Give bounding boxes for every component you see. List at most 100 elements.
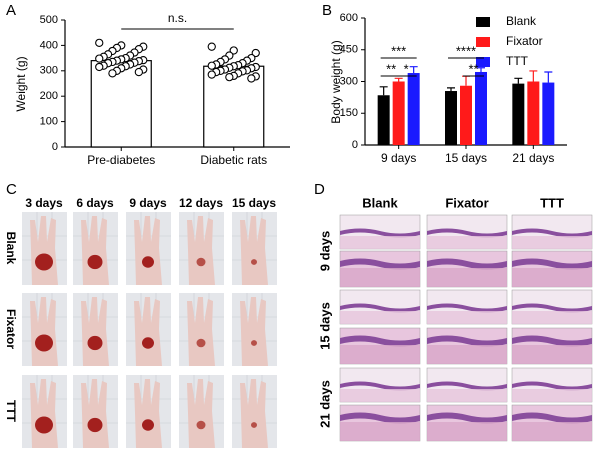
- epidermis: [340, 381, 420, 391]
- dermis: [427, 422, 507, 441]
- wound-photo: [179, 212, 224, 285]
- bar: [475, 71, 487, 145]
- dermis: [512, 268, 592, 287]
- epidermis: [340, 258, 420, 270]
- column-label: 9 days: [129, 196, 167, 210]
- histology-image: [426, 214, 508, 250]
- wound: [35, 334, 53, 352]
- paw: [30, 297, 58, 366]
- data-point: [247, 74, 256, 83]
- legend-swatch: [476, 17, 490, 27]
- annotation: n.s.: [168, 11, 187, 25]
- wound: [196, 257, 206, 267]
- x-tick-label: Diabetic rats: [200, 153, 267, 167]
- epidermis: [340, 412, 420, 424]
- y-tick-label: 100: [40, 116, 58, 128]
- histology-image: [426, 327, 508, 365]
- dermis: [512, 236, 592, 249]
- paw: [240, 297, 268, 366]
- epidermis: [340, 335, 420, 347]
- data-point: [207, 61, 216, 70]
- histology-image: [339, 367, 421, 403]
- data-point: [95, 54, 104, 63]
- row-label: Blank: [4, 232, 18, 265]
- dermis: [340, 345, 420, 364]
- y-tick-label: 200: [40, 90, 58, 102]
- paw: [30, 216, 58, 285]
- bar: [392, 81, 405, 145]
- wound-photo: [73, 212, 118, 285]
- x-tick-label: 15 days: [445, 151, 487, 165]
- y-tick-label: 600: [340, 12, 358, 24]
- legend-swatch: [476, 37, 490, 47]
- wound-photo: [232, 293, 277, 366]
- column-label: TTT: [540, 195, 564, 210]
- histology-image: [511, 250, 593, 288]
- wound: [35, 416, 53, 434]
- epidermis: [512, 335, 592, 347]
- annotation: **: [386, 61, 396, 76]
- legend-swatch: [476, 57, 490, 67]
- row-label: Fixator: [4, 309, 18, 349]
- panel-label: A: [6, 2, 16, 19]
- epidermis: [512, 412, 592, 424]
- y-axis-label: Weight (g): [14, 56, 28, 111]
- y-axis-label: Body weight (g): [329, 40, 343, 123]
- paw: [187, 297, 215, 366]
- wound-photo: [232, 375, 277, 448]
- wound: [142, 337, 154, 349]
- paw: [187, 379, 215, 448]
- histology-image: [339, 327, 421, 365]
- wound-photo: [73, 293, 118, 366]
- wound: [142, 256, 154, 268]
- epidermis: [512, 303, 592, 313]
- error-bar: [409, 66, 418, 74]
- wound-photo: [232, 212, 277, 285]
- data-point: [134, 67, 143, 77]
- epidermis: [340, 228, 420, 238]
- wound: [142, 419, 154, 431]
- epidermis: [340, 303, 420, 313]
- dermis: [512, 311, 592, 324]
- y-tick-label: 400: [40, 39, 58, 51]
- wound-photo: [126, 212, 171, 285]
- histology-image: [511, 214, 593, 250]
- y-tick-label: 0: [352, 139, 358, 151]
- legend-label: TTT: [506, 54, 529, 68]
- error-bar: [462, 75, 470, 86]
- histology-image: [426, 404, 508, 442]
- paw: [134, 379, 162, 448]
- wound-photo: [126, 293, 171, 366]
- data-point: [251, 48, 260, 58]
- epidermis: [427, 335, 507, 347]
- wound: [35, 253, 53, 271]
- error-bar: [394, 77, 403, 82]
- paw: [187, 216, 215, 285]
- data-point: [95, 62, 104, 72]
- bar: [542, 82, 555, 145]
- epidermis: [512, 381, 592, 391]
- dermis: [340, 268, 420, 287]
- epidermis: [427, 258, 507, 270]
- legend-label: Blank: [506, 14, 537, 28]
- bar: [512, 83, 525, 145]
- row-label: 9 days: [317, 231, 332, 271]
- dermis: [427, 236, 507, 249]
- wound: [251, 422, 257, 428]
- histology-image: [426, 289, 508, 325]
- wound: [196, 420, 206, 430]
- epidermis: [427, 303, 507, 313]
- y-tick-label: 500: [40, 14, 58, 26]
- histology-image: [339, 404, 421, 442]
- paw: [134, 297, 162, 366]
- paw: [81, 379, 109, 448]
- panel-label: C: [6, 181, 17, 198]
- paw: [30, 379, 58, 448]
- data-point: [108, 69, 117, 78]
- panel-label: B: [322, 2, 332, 19]
- error-bar: [447, 87, 455, 92]
- panel-label: D: [314, 181, 325, 198]
- wound-photo: [22, 375, 67, 448]
- paw: [134, 216, 162, 285]
- wound-photo: [22, 212, 67, 285]
